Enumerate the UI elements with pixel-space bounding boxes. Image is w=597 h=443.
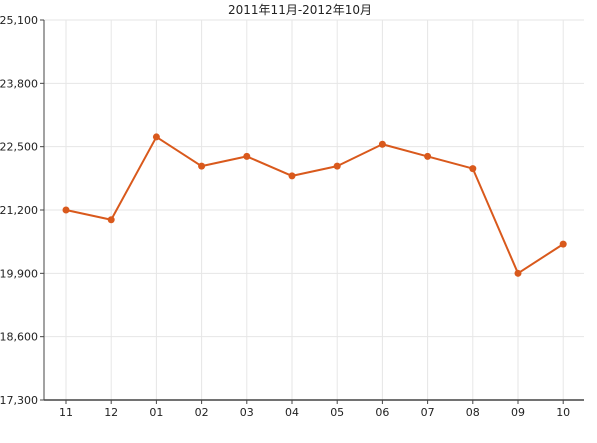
axes — [40, 19, 584, 404]
data-point — [107, 216, 115, 224]
data-point — [469, 165, 477, 173]
x-tick-label: 09 — [511, 406, 525, 419]
series-line — [65, 135, 564, 275]
data-point — [152, 133, 160, 141]
x-tick-label: 10 — [556, 406, 570, 419]
y-tick-label: 23,800 — [0, 77, 38, 90]
tick-labels: 17,300 18,600 19,900 21,200 22,500 23,800 25,1… — [0, 14, 570, 419]
y-tick-label: 17,300 — [0, 394, 38, 407]
x-tick-label: 12 — [104, 406, 118, 419]
y-tick-label: 18,600 — [0, 331, 38, 344]
data-point — [514, 269, 522, 277]
x-tick-label: 07 — [421, 406, 435, 419]
grid-lines — [44, 19, 584, 401]
x-tick-label: 08 — [466, 406, 480, 419]
data-point — [424, 152, 432, 160]
data-point — [333, 162, 341, 170]
data-point — [198, 162, 206, 170]
y-tick-label: 22,500 — [0, 141, 38, 154]
series-line-group — [62, 133, 567, 277]
y-tick-label: 19,900 — [0, 267, 38, 280]
data-point — [288, 172, 296, 180]
y-tick-label: 21,200 — [0, 204, 38, 217]
data-point — [378, 140, 386, 148]
chart-title: 2011年11月-2012年10月 — [228, 3, 372, 17]
data-point — [243, 152, 251, 160]
x-tick-label: 01 — [149, 406, 163, 419]
x-tick-label: 03 — [240, 406, 254, 419]
x-tick-label: 04 — [285, 406, 299, 419]
data-point — [559, 240, 567, 248]
y-tick-label: 25,100 — [0, 14, 38, 27]
x-tick-label: 06 — [375, 406, 389, 419]
x-tick-label: 05 — [330, 406, 344, 419]
x-tick-label: 02 — [195, 406, 209, 419]
x-tick-label: 11 — [59, 406, 73, 419]
data-point — [62, 206, 70, 214]
